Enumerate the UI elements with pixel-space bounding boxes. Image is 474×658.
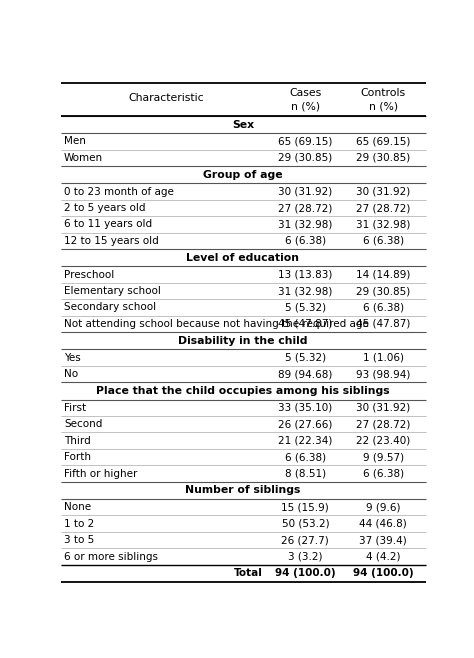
Text: 21 (22.34): 21 (22.34) xyxy=(278,436,333,445)
Text: Not attending school because not having the required age: Not attending school because not having … xyxy=(64,319,369,329)
Text: 4 (4.2): 4 (4.2) xyxy=(366,551,401,561)
Text: Cases: Cases xyxy=(289,88,321,98)
Text: 2 to 5 years old: 2 to 5 years old xyxy=(64,203,146,213)
Text: 1 (1.06): 1 (1.06) xyxy=(363,353,403,363)
Text: 6 to 11 years old: 6 to 11 years old xyxy=(64,219,152,230)
Text: 15 (15.9): 15 (15.9) xyxy=(282,502,329,513)
Text: 9 (9.6): 9 (9.6) xyxy=(366,502,401,513)
Text: 5 (5.32): 5 (5.32) xyxy=(285,353,326,363)
Text: 12 to 15 years old: 12 to 15 years old xyxy=(64,236,159,246)
Text: Third: Third xyxy=(64,436,91,445)
Text: 30 (31.92): 30 (31.92) xyxy=(278,187,332,197)
Text: 94 (100.0): 94 (100.0) xyxy=(275,569,336,578)
Text: Place that the child occupies among his siblings: Place that the child occupies among his … xyxy=(96,386,390,396)
Text: 65 (69.15): 65 (69.15) xyxy=(278,136,333,146)
Text: 33 (35.10): 33 (35.10) xyxy=(278,403,332,413)
Text: 26 (27.7): 26 (27.7) xyxy=(282,535,329,545)
Text: Group of age: Group of age xyxy=(203,170,283,180)
Text: 29 (30.85): 29 (30.85) xyxy=(356,286,410,296)
Text: 8 (8.51): 8 (8.51) xyxy=(285,468,326,478)
Text: 29 (30.85): 29 (30.85) xyxy=(356,153,410,163)
Text: 6 (6.38): 6 (6.38) xyxy=(285,452,326,462)
Text: 27 (28.72): 27 (28.72) xyxy=(356,203,410,213)
Text: None: None xyxy=(64,502,91,513)
Text: 14 (14.89): 14 (14.89) xyxy=(356,270,410,280)
Text: 3 to 5: 3 to 5 xyxy=(64,535,94,545)
Text: 6 (6.38): 6 (6.38) xyxy=(363,303,404,313)
Text: 65 (69.15): 65 (69.15) xyxy=(356,136,410,146)
Text: Number of siblings: Number of siblings xyxy=(185,486,301,495)
Text: Level of education: Level of education xyxy=(186,253,300,263)
Text: 45 (47.87): 45 (47.87) xyxy=(278,319,333,329)
Text: 30 (31.92): 30 (31.92) xyxy=(356,187,410,197)
Text: 6 or more siblings: 6 or more siblings xyxy=(64,551,158,561)
Text: 27 (28.72): 27 (28.72) xyxy=(278,203,333,213)
Text: Second: Second xyxy=(64,419,102,429)
Text: 93 (98.94): 93 (98.94) xyxy=(356,369,410,379)
Text: Sex: Sex xyxy=(232,120,254,130)
Text: Preschool: Preschool xyxy=(64,270,114,280)
Text: 45 (47.87): 45 (47.87) xyxy=(356,319,410,329)
Text: Women: Women xyxy=(64,153,103,163)
Text: 22 (23.40): 22 (23.40) xyxy=(356,436,410,445)
Text: Elementary school: Elementary school xyxy=(64,286,161,296)
Text: 13 (13.83): 13 (13.83) xyxy=(278,270,333,280)
Text: Fifth or higher: Fifth or higher xyxy=(64,468,137,478)
Text: 50 (53.2): 50 (53.2) xyxy=(282,519,329,528)
Text: No: No xyxy=(64,369,78,379)
Text: 30 (31.92): 30 (31.92) xyxy=(356,403,410,413)
Text: Men: Men xyxy=(64,136,86,146)
Text: 26 (27.66): 26 (27.66) xyxy=(278,419,333,429)
Text: Secondary school: Secondary school xyxy=(64,303,156,313)
Text: Yes: Yes xyxy=(64,353,81,363)
Text: 89 (94.68): 89 (94.68) xyxy=(278,369,333,379)
Text: Total: Total xyxy=(234,569,263,578)
Text: 27 (28.72): 27 (28.72) xyxy=(356,419,410,429)
Text: 31 (32.98): 31 (32.98) xyxy=(278,219,333,230)
Text: n (%): n (%) xyxy=(291,101,320,111)
Text: n (%): n (%) xyxy=(368,101,398,111)
Text: 37 (39.4): 37 (39.4) xyxy=(359,535,407,545)
Text: 6 (6.38): 6 (6.38) xyxy=(285,236,326,246)
Text: 31 (32.98): 31 (32.98) xyxy=(278,286,333,296)
Text: Disability in the child: Disability in the child xyxy=(178,336,308,345)
Text: 3 (3.2): 3 (3.2) xyxy=(288,551,323,561)
Text: Forth: Forth xyxy=(64,452,91,462)
Text: 9 (9.57): 9 (9.57) xyxy=(363,452,404,462)
Text: 1 to 2: 1 to 2 xyxy=(64,519,94,528)
Text: 6 (6.38): 6 (6.38) xyxy=(363,236,404,246)
Text: Controls: Controls xyxy=(361,88,406,98)
Text: 29 (30.85): 29 (30.85) xyxy=(278,153,332,163)
Text: 44 (46.8): 44 (46.8) xyxy=(359,519,407,528)
Text: Characteristic: Characteristic xyxy=(128,93,204,103)
Text: 6 (6.38): 6 (6.38) xyxy=(363,468,404,478)
Text: 94 (100.0): 94 (100.0) xyxy=(353,569,413,578)
Text: 31 (32.98): 31 (32.98) xyxy=(356,219,410,230)
Text: 0 to 23 month of age: 0 to 23 month of age xyxy=(64,187,174,197)
Text: 5 (5.32): 5 (5.32) xyxy=(285,303,326,313)
Text: First: First xyxy=(64,403,86,413)
